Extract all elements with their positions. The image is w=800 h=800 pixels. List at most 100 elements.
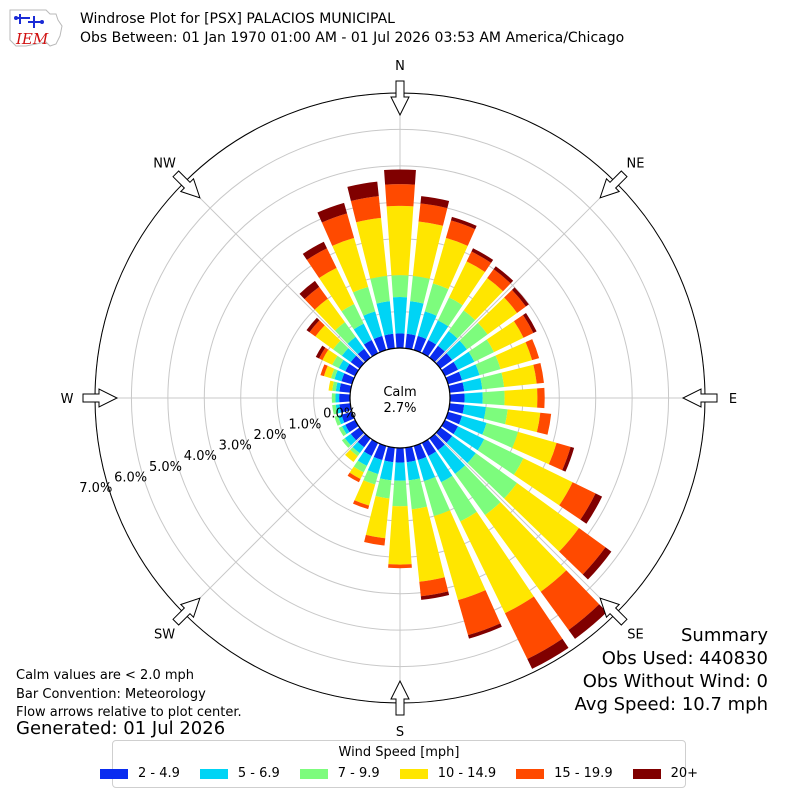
bar-segment-50-5: [511, 287, 529, 307]
bar-segment-50-4: [504, 289, 526, 313]
compass-label-w: W: [61, 392, 74, 407]
bar-segment-120-3: [513, 458, 573, 506]
bar-segment-160-3: [433, 510, 486, 601]
bar-segment-330-2: [341, 303, 364, 330]
bar-segment-10-0: [405, 333, 416, 350]
bar-segment-180-0: [395, 447, 405, 463]
bar-segment-350-2: [370, 275, 390, 304]
bar-segment-310-5: [306, 317, 320, 333]
bar-segment-280-0: [339, 383, 352, 393]
bar-segment-340-5: [317, 202, 348, 223]
bar-segment-200-0: [373, 443, 387, 461]
bar-segment-310-1: [341, 348, 357, 363]
bar-segment-190-4: [364, 534, 386, 546]
legend-title: Wind Speed [mph]: [338, 745, 460, 760]
calm-label: Calm: [383, 385, 416, 400]
legend-item: 7 - 9.9: [299, 766, 380, 781]
bar-segment-130-2: [467, 453, 518, 499]
bar-segment-290-1: [334, 370, 345, 382]
bar-segment-10-4: [418, 203, 448, 226]
bar-segment-140-5: [568, 604, 607, 639]
bar-segment-110-3: [512, 431, 557, 465]
flow-arrow-se: [599, 597, 628, 626]
bar-segment-260-1: [335, 404, 341, 414]
bar-segment-20-0: [413, 335, 427, 353]
bar-segment-160-5: [468, 623, 502, 639]
bar-segment-240-1: [341, 424, 350, 435]
bar-segment-140-3: [485, 502, 567, 592]
bar-segment-200-4: [352, 500, 370, 510]
bar-segment-300-5: [315, 345, 326, 359]
bar-segment-150-1: [428, 451, 453, 483]
bar-segment-110-2: [482, 422, 519, 448]
bar-segment-350-0: [384, 333, 395, 350]
bar-segment-220-3: [345, 449, 358, 463]
flow-note: Flow arrows relative to plot center.: [16, 705, 242, 720]
bar-segment-20-1: [417, 311, 437, 340]
bar-segment-10-2: [410, 275, 430, 304]
bar-segment-300-3: [322, 349, 338, 365]
bar-segment-330-4: [306, 248, 337, 279]
bar-segment-170-1: [406, 460, 421, 481]
radial-tick-label: 4.0%: [184, 449, 217, 464]
bar-segment-320-1: [347, 336, 365, 355]
bar-segment-130-5: [582, 547, 612, 580]
bar-segment-340-2: [352, 286, 376, 316]
bar-segment-300-2: [332, 355, 344, 369]
bar-segment-70-1: [458, 364, 480, 381]
bar-segment-130-4: [559, 528, 606, 575]
bar-segment-20-4: [445, 220, 476, 246]
summary-obs-without-wind: Obs Without Wind: 0: [582, 671, 768, 692]
bar-segment-40-1: [437, 331, 458, 352]
bar-segment-0-1: [392, 296, 408, 334]
bar-segment-340-1: [363, 311, 383, 340]
compass-label-ne: NE: [626, 157, 644, 172]
bar-segment-40-3: [463, 277, 504, 321]
bar-segment-130-3: [504, 483, 579, 552]
legend-label: 2 - 4.9: [137, 766, 180, 781]
radial-tick-label: 6.0%: [114, 471, 147, 486]
bar-segment-110-4: [548, 442, 571, 471]
bar-segment-140-4: [540, 570, 600, 631]
bar-segment-90-1: [464, 392, 483, 404]
bar-segment-100-2: [483, 407, 508, 425]
bar-segment-290-4: [320, 364, 328, 377]
bar-segment-50-1: [446, 340, 467, 361]
bar-segment-170-4: [419, 577, 449, 597]
bar-segment-300-0: [345, 363, 359, 377]
legend-label: 20+: [670, 766, 699, 781]
bar-segment-350-1: [376, 301, 394, 336]
bar-segment-70-0: [445, 371, 463, 385]
iem-logo: IEM: [6, 6, 68, 50]
bar-segment-180-2: [392, 480, 408, 507]
bar-segment-70-2: [475, 355, 501, 376]
generated-date: Generated: 01 Jul 2026: [16, 718, 226, 739]
bar-segment-30-0: [421, 339, 437, 357]
legend-swatch: [632, 768, 661, 779]
bar-segment-250-0: [341, 411, 355, 423]
radial-tick-label: 2.0%: [253, 428, 286, 443]
legend-swatch: [299, 768, 328, 779]
bar-segment-0-5: [384, 169, 416, 185]
bar-segment-30-5: [471, 248, 494, 263]
bar-segment-220-1: [352, 441, 365, 454]
bar-segment-160-0: [413, 443, 427, 461]
bar-segment-30-4: [466, 251, 492, 272]
bar-segment-180-4: [388, 564, 412, 569]
bar-segment-330-5: [302, 241, 327, 260]
bar-segment-280-1: [335, 382, 341, 392]
bar-convention-note: Bar Convention: Meteorology: [16, 686, 206, 702]
bar-segment-330-3: [319, 267, 355, 312]
bar-segment-50-3: [477, 297, 518, 335]
calm-note: Calm values are < 2.0 mph: [16, 668, 195, 683]
bar-segment-200-2: [363, 470, 379, 485]
grid-spoke: [435, 433, 617, 615]
bar-segment-320-4: [304, 286, 328, 310]
legend-items: 2 - 4.9 5 - 6.9 7 - 9.9 10 - 14.9 15 - 19.9 2…: [99, 766, 698, 781]
bar-segment-30-1: [428, 320, 449, 345]
bar-segment-270-0: [339, 393, 351, 403]
legend-item: 5 - 6.9: [199, 766, 280, 781]
bar-segment-100-0: [448, 403, 465, 414]
bar-segment-40-5: [493, 266, 514, 284]
legend-swatch: [399, 768, 428, 779]
